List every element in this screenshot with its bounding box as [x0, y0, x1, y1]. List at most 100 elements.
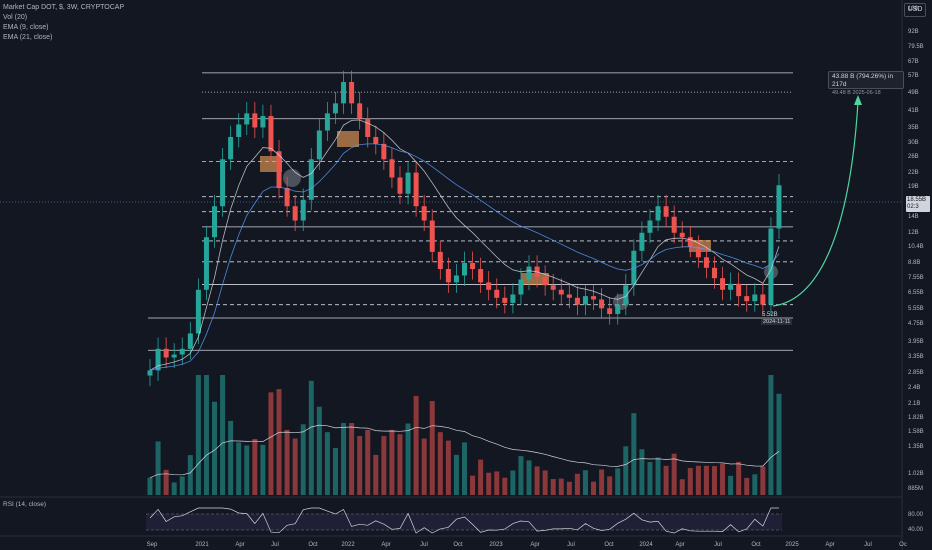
x-tick-label: Oct [604, 542, 614, 548]
x-tick-label: Oc [899, 542, 907, 548]
volume-bar [502, 477, 508, 495]
candle-body [744, 296, 750, 302]
candle-body [260, 116, 266, 128]
volume-bar [647, 462, 653, 495]
y-tick-label: 2.85B [908, 370, 924, 376]
volume-bar [776, 393, 782, 495]
ema21-indicator-label[interactable]: EMA (21, close) [3, 34, 53, 41]
candle-body [405, 172, 411, 194]
symbol-title[interactable]: Market Cap DOT, $, 3W, CRYPTOCAP [3, 4, 125, 11]
y-tick-label: 30B [908, 140, 919, 146]
y-tick-label: 49B [908, 90, 919, 96]
volume-bar [381, 436, 387, 495]
candle-body [462, 262, 467, 276]
volume-bar [526, 460, 532, 495]
volume-bar [228, 420, 234, 495]
volume-bar [260, 444, 266, 495]
candle-body [357, 103, 363, 119]
low-value-label: 5.52B [762, 312, 778, 318]
volume-bar [316, 406, 322, 495]
candle-body [179, 348, 185, 355]
ema21-line [149, 143, 780, 371]
candle-body [720, 278, 726, 290]
volume-bar [437, 432, 443, 495]
y-tick-label: 22B [908, 170, 919, 176]
y-axis: 10892B79.5B67B57B49B41B35B30B26B22B19B16… [908, 6, 924, 492]
volume-bar [397, 434, 403, 495]
volume-bar [582, 470, 588, 495]
volume-bar [631, 413, 637, 495]
candle-body [566, 294, 572, 298]
volume-bar [494, 471, 500, 495]
candle-body [413, 172, 419, 207]
volume-bar [284, 429, 290, 495]
y-tick-label: 6.55B [908, 290, 924, 296]
candle-body [421, 206, 427, 221]
candle-body [679, 232, 685, 238]
x-tick-label: Sep [147, 542, 158, 548]
candle-body [236, 124, 242, 137]
projection-annotation: 43.88 B (794.26%) in 217d 49.48 B 2025-0… [828, 71, 904, 96]
volume-bar [639, 449, 645, 495]
y-tick-label: 4.75B [908, 321, 924, 327]
x-tick-label: 2025 [785, 542, 799, 548]
candle-body [655, 206, 661, 221]
volume-bar [155, 441, 161, 495]
volume-bar [768, 375, 774, 495]
candle-body [187, 333, 193, 349]
annotation-line2: 49.48 B 2025-06-18 [832, 90, 881, 96]
y-tick-label: 57B [908, 73, 919, 79]
candle-body [647, 220, 653, 233]
y-tick-label: 92B [908, 29, 919, 35]
volume-bar [470, 475, 476, 495]
candle-body [397, 177, 403, 194]
volume-bar [462, 442, 467, 495]
volume-bar [179, 476, 185, 495]
volume-bar [187, 455, 193, 495]
projection-curve [772, 101, 859, 307]
candle-body [582, 296, 588, 305]
candle-body [349, 82, 355, 104]
volume-bar [574, 473, 580, 495]
volume-bar [341, 423, 347, 495]
candle-body [244, 113, 250, 125]
candle-body [695, 246, 701, 258]
volume-bar [534, 466, 540, 495]
candle-body [518, 279, 524, 295]
volume-bar [195, 375, 201, 495]
volume-bar [518, 456, 524, 495]
ema9-indicator-label[interactable]: EMA (9, close) [3, 24, 49, 31]
candle-body [195, 289, 201, 334]
y-tick-label: 35B [908, 125, 919, 131]
candle-body [341, 82, 347, 104]
highlight-circle [283, 169, 301, 187]
candle-body [365, 118, 371, 137]
vol-indicator-label[interactable]: Vol (20) [3, 14, 28, 21]
volume-bar [711, 466, 717, 495]
volume-bar [332, 447, 338, 495]
x-tick-label: Apr [530, 542, 539, 548]
candle-body [768, 228, 774, 305]
y-tick-label: 10.4B [908, 244, 924, 250]
x-tick-label: Jul [714, 542, 722, 548]
current-price-value: 18.55B [907, 197, 927, 203]
volume-bar [292, 438, 298, 495]
rsi-tick-label: 40.00 [908, 527, 924, 533]
candle-body [776, 185, 782, 229]
candle-body [494, 289, 500, 298]
zone-box [337, 131, 359, 147]
volume-bar [324, 432, 330, 495]
projection [772, 95, 862, 307]
y-tick-label: 3.95B [908, 339, 924, 345]
candle-body [381, 143, 387, 160]
currency-button[interactable]: USD [904, 3, 926, 17]
rsi-band [146, 514, 782, 530]
volume-bar [599, 469, 605, 495]
volume-bar [276, 389, 282, 495]
volume-bar [357, 436, 363, 495]
rsi-indicator-label[interactable]: RSI (14, close) [3, 501, 46, 508]
volume-bar [171, 482, 177, 495]
y-tick-label: 67B [908, 59, 919, 65]
candle-body [599, 299, 605, 309]
